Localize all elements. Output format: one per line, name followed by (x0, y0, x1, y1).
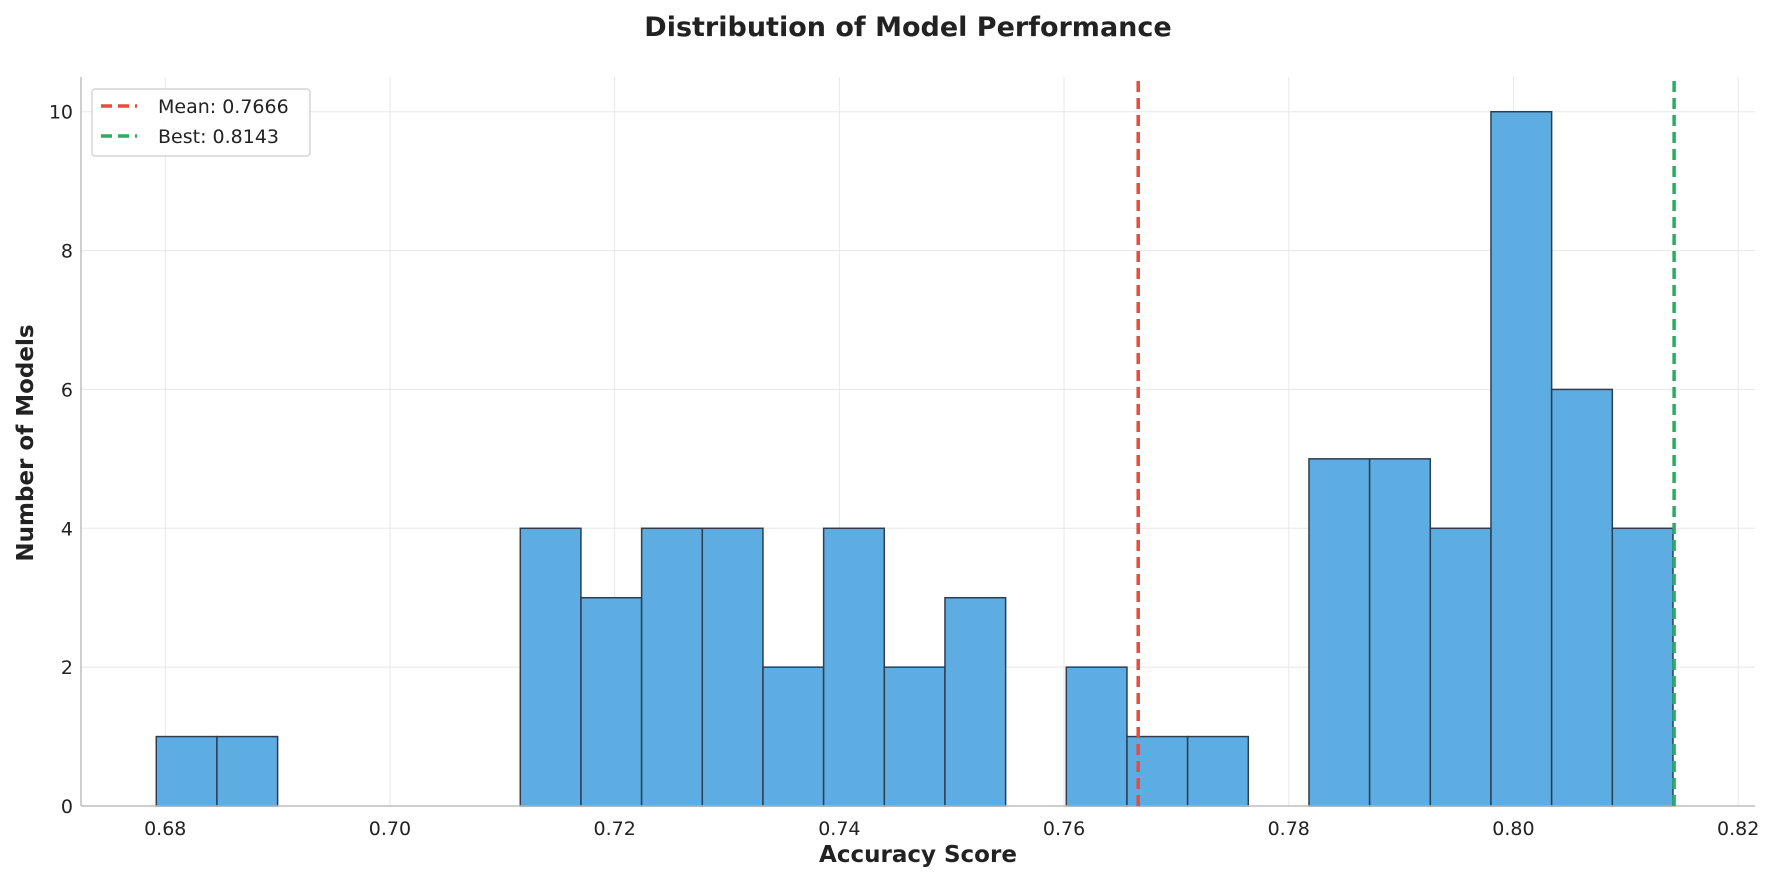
legend-best-label: Best: 0.8143 (158, 126, 279, 148)
histogram-bar (519, 527, 582, 807)
reference-lines (1136, 81, 1676, 806)
x-tick-labels: 0.68 0.70 0.72 0.74 0.76 0.78 0.80 0.82 (144, 818, 1759, 840)
histogram-bar (1490, 110, 1553, 807)
histogram-bar (1429, 527, 1492, 807)
histogram-bar (1186, 735, 1250, 807)
histogram-bar (216, 735, 279, 807)
histogram-bar (1126, 735, 1189, 807)
x-tick-label: 0.78 (1268, 818, 1310, 840)
x-tick-label: 0.72 (594, 818, 636, 840)
chart-title: Distribution of Model Performance (644, 12, 1171, 43)
y-tick-label: 4 (61, 518, 73, 540)
x-axis-label: Accuracy Score (819, 842, 1017, 868)
legend-mean-label: Mean: 0.7666 (158, 96, 289, 118)
x-tick-label: 0.76 (1043, 818, 1085, 840)
y-tick-label: 0 (61, 796, 73, 818)
histogram-bar (640, 527, 704, 807)
histogram-bar (1065, 666, 1128, 807)
y-tick-label: 8 (61, 241, 73, 263)
histogram-bar (580, 596, 643, 807)
histogram-bar (1368, 458, 1432, 807)
histogram-bar (944, 596, 1007, 807)
x-tick-label: 0.74 (818, 818, 860, 840)
bars (155, 110, 1674, 807)
legend: Mean: 0.7666 Best: 0.8143 (91, 88, 311, 157)
y-axis-label: Number of Models (13, 324, 39, 561)
x-tick-label: 0.70 (369, 818, 411, 840)
histogram-bar (883, 666, 946, 807)
histogram-bar (762, 666, 825, 807)
y-tick-label: 10 (49, 102, 73, 124)
histogram-bar (155, 735, 218, 807)
histogram-bar (822, 527, 886, 807)
y-tick-label: 6 (61, 379, 73, 401)
y-tick-label: 2 (61, 657, 73, 679)
histogram-bar (1550, 388, 1614, 807)
histogram-bar (1308, 458, 1371, 807)
legend-box (91, 88, 311, 157)
histogram-bar (701, 527, 764, 807)
x-tick-label: 0.68 (144, 818, 186, 840)
y-tick-labels: 0 2 4 6 8 10 (49, 102, 73, 818)
x-tick-label: 0.80 (1492, 818, 1534, 840)
axes (80, 77, 1755, 807)
x-tick-label: 0.82 (1717, 818, 1759, 840)
histogram-bar (1611, 527, 1674, 807)
